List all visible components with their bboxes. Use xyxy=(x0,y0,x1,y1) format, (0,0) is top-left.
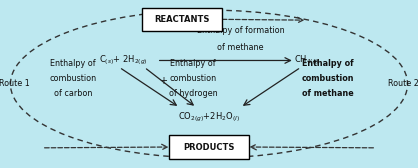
Text: Enthalpy of: Enthalpy of xyxy=(170,58,216,68)
Text: CO$_{2(g)}$+2H$_{2}$O$_{(l)}$: CO$_{2(g)}$+2H$_{2}$O$_{(l)}$ xyxy=(178,111,240,124)
Text: Route 2: Route 2 xyxy=(388,79,418,89)
Text: combustion: combustion xyxy=(302,74,354,83)
Text: PRODUCTS: PRODUCTS xyxy=(184,142,234,152)
Text: REACTANTS: REACTANTS xyxy=(154,15,209,24)
Text: C$_{(s)}$+ 2H$_{2(g)}$: C$_{(s)}$+ 2H$_{2(g)}$ xyxy=(99,54,148,67)
Text: combustion: combustion xyxy=(50,74,97,83)
Text: CH$_{4(g)}$: CH$_{4(g)}$ xyxy=(294,54,320,67)
Text: Enthalpy of: Enthalpy of xyxy=(50,58,96,68)
FancyBboxPatch shape xyxy=(169,135,249,159)
Text: of methane: of methane xyxy=(217,43,264,52)
Text: Enthalpy of: Enthalpy of xyxy=(302,58,354,68)
FancyBboxPatch shape xyxy=(142,8,222,31)
Text: of carbon: of carbon xyxy=(54,89,92,98)
Text: Enthalpy of formation: Enthalpy of formation xyxy=(196,26,284,35)
Text: Route 1: Route 1 xyxy=(0,79,30,89)
Text: of hydrogen: of hydrogen xyxy=(169,89,217,98)
Text: combustion: combustion xyxy=(170,74,217,83)
Text: +: + xyxy=(159,76,167,86)
Text: of methane: of methane xyxy=(302,89,354,98)
